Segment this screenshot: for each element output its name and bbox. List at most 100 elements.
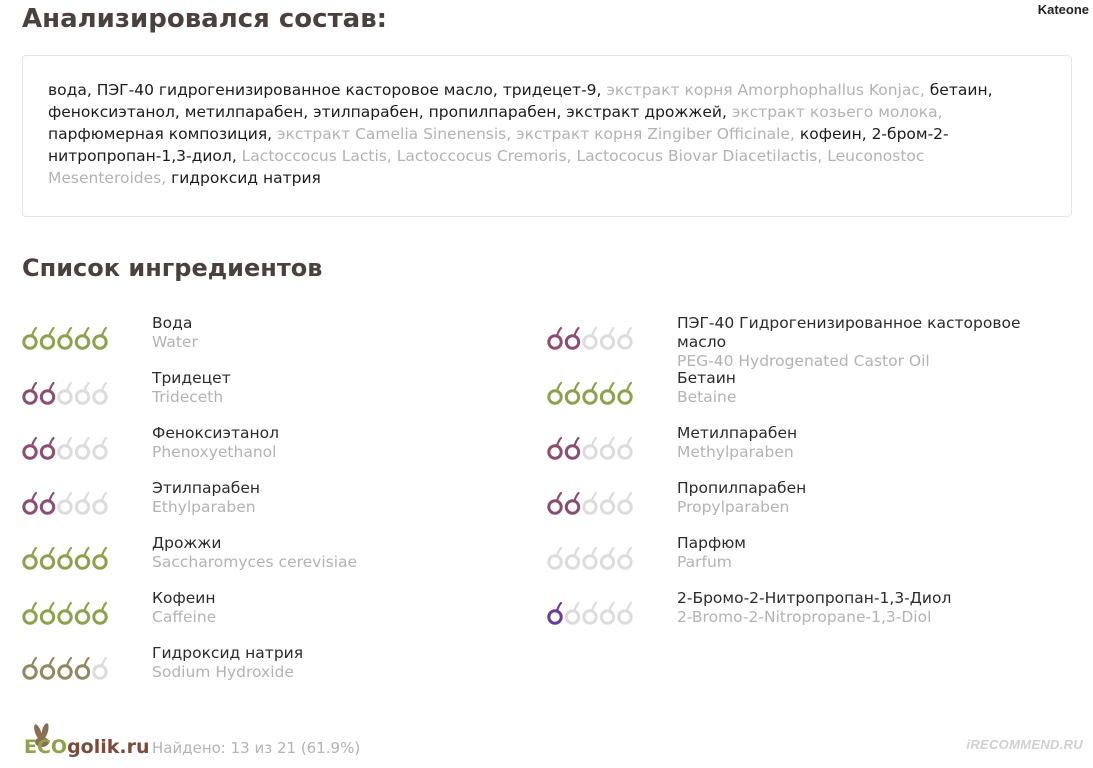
droplet-icon (74, 601, 91, 625)
droplet-icon (564, 326, 581, 350)
droplet-icon (57, 326, 73, 350)
rating-icons (22, 381, 108, 405)
ingredient-name-ru[interactable]: Метилпарабен (677, 424, 798, 442)
rating-icons (547, 601, 633, 625)
ingredient-item[interactable]: Тридецет Trideceth (22, 369, 442, 419)
ingredient-names: Парфюм Parfum (677, 534, 1047, 572)
droplet-icon (564, 381, 581, 405)
ecogolik-logo[interactable]: ECOgolik.ru (22, 720, 150, 764)
ingredient-names: ПЭГ-40 Гидрогенизированное касторовое ма… (677, 314, 1047, 371)
ingredient-name-ru[interactable]: Тридецет (152, 369, 231, 387)
droplet-icon (564, 601, 581, 625)
ingredient-name-ru[interactable]: Парфюм (677, 534, 746, 552)
droplet-icon (599, 491, 616, 515)
ingredient-names: 2-Бромо-2-Нитропропан-1,3-Диол 2-Bromo-2-… (677, 589, 1047, 627)
droplet-icon (22, 381, 38, 405)
ingredient-item[interactable]: Вода Water (22, 314, 442, 364)
droplet-icon (582, 546, 598, 570)
droplet-icon (57, 546, 73, 570)
rating-icons (22, 546, 108, 570)
composition-item: 2-бром-2-нитропропан-1,3-диол (48, 125, 949, 165)
droplet-icon (39, 656, 56, 680)
composition-item: пропилпарабен (428, 103, 557, 121)
ingredients-title: Список ингредиентов (22, 254, 323, 282)
ingredient-item[interactable]: Этилпарабен Ethylparaben (22, 479, 442, 529)
ingredient-name-en: Sodium Hydroxide (152, 663, 294, 681)
droplet-icon (547, 601, 563, 625)
droplet-icon (599, 381, 616, 405)
rating-icons (547, 381, 633, 405)
droplet-icon (599, 546, 616, 570)
ingredient-name-en: Ethylparaben (152, 498, 256, 516)
droplet-icon (39, 381, 56, 405)
composition-item: Leuconostoc Mesenteroides (48, 147, 925, 187)
ingredient-item[interactable]: Кофеин Caffeine (22, 589, 442, 639)
droplet-icon (92, 491, 108, 515)
ingredient-name-ru[interactable]: Вода (152, 314, 193, 332)
composition-box: вода, ПЭГ-40 гидрогенизированное касторо… (22, 55, 1072, 217)
ingredient-name-ru[interactable]: 2-Бромо-2-Нитропропан-1,3-Диол (677, 589, 952, 607)
ingredient-name-ru[interactable]: Пропилпарабен (677, 479, 807, 497)
rating-icons (22, 436, 108, 460)
ingredient-name-en: 2-Bromo-2-Nitropropane-1,3-Diol (677, 608, 932, 626)
ingredient-name-ru[interactable]: Феноксиэтанол (152, 424, 280, 442)
ingredient-name-ru[interactable]: Этилпарабен (152, 479, 261, 497)
ingredient-item[interactable]: ПЭГ-40 Гидрогенизированное касторовое ма… (547, 314, 1020, 370)
droplet-icon (22, 436, 38, 460)
username[interactable]: Kateone (1037, 2, 1089, 17)
ingredient-name-en: Caffeine (152, 608, 217, 626)
ingredient-name-ru[interactable]: Гидроксид натрия (152, 644, 304, 662)
composition-item: бетаин (929, 81, 988, 99)
ingredient-name-ru[interactable]: Бетаин (677, 369, 736, 387)
composition-title: Анализировался состав: (22, 4, 388, 34)
ingredient-item[interactable]: Гидроксид натрия Sodium Hydroxide (22, 644, 442, 694)
ingredient-name-ru[interactable]: ПЭГ-40 Гидрогенизированное касторовое ма… (677, 314, 1021, 351)
droplet-icon (547, 436, 563, 460)
droplet-icon (617, 601, 633, 625)
ingredient-name-ru[interactable]: Дрожжи (152, 534, 222, 552)
droplet-icon (74, 326, 91, 350)
ingredient-names: Метилпарабен Methylparaben (677, 424, 1047, 462)
watermark: iRECOMMEND.RU (966, 737, 1083, 752)
ingredient-item[interactable]: Метилпарабен Methylparaben (547, 424, 967, 474)
composition-item: метилпарабен (184, 103, 304, 121)
droplet-icon (39, 546, 56, 570)
droplet-icon (57, 436, 73, 460)
composition-item: кофеин (799, 125, 862, 143)
droplet-icon (599, 326, 616, 350)
composition-item: экстракт козьего молока (731, 103, 938, 121)
ingredient-item[interactable]: Парфюм Parfum (547, 534, 967, 584)
droplet-icon (22, 601, 38, 625)
ingredient-item[interactable]: Дрожжи Saccharomyces cerevisiae (22, 534, 442, 584)
rating-icons (22, 326, 108, 350)
droplet-icon (92, 381, 108, 405)
ingredient-name-ru[interactable]: Кофеин (152, 589, 216, 607)
ingredient-item[interactable]: Пропилпарабен Propylparaben (547, 479, 967, 529)
ingredient-item[interactable]: 2-Бромо-2-Нитропропан-1,3-Диол 2-Bromo-2-… (547, 589, 967, 639)
composition-item: парфюмерная композиция (48, 125, 268, 143)
composition-item: этилпарабен (313, 103, 419, 121)
composition-item: Lactococus Biovar Diacetilactis (576, 147, 818, 165)
droplet-icon (57, 656, 73, 680)
logo-rest: golik.ru (67, 736, 150, 758)
droplet-icon (92, 546, 108, 570)
droplet-icon (617, 436, 633, 460)
composition-item: Lactoccocus Lactis (241, 147, 387, 165)
ingredient-item[interactable]: Бетаин Betaine (547, 369, 967, 419)
ingredient-names: Кофеин Caffeine (152, 589, 522, 627)
rating-icons (22, 601, 108, 625)
droplet-icon (599, 601, 616, 625)
droplet-icon (57, 381, 73, 405)
composition-item: Lactoccocus Cremoris (396, 147, 567, 165)
logo-eco: ECO (24, 736, 68, 758)
droplet-icon (582, 381, 598, 405)
composition-item: феноксиэтанол (48, 103, 175, 121)
droplet-icon (599, 436, 616, 460)
ingredient-name-en: Methylparaben (677, 443, 794, 461)
ingredient-item[interactable]: Феноксиэтанол Phenoxyethanol (22, 424, 442, 474)
composition-item: ПЭГ-40 гидрогенизированное касторовое ма… (96, 81, 493, 99)
droplet-icon (582, 491, 598, 515)
droplet-icon (74, 546, 91, 570)
droplet-icon (22, 546, 38, 570)
droplet-icon (74, 491, 91, 515)
